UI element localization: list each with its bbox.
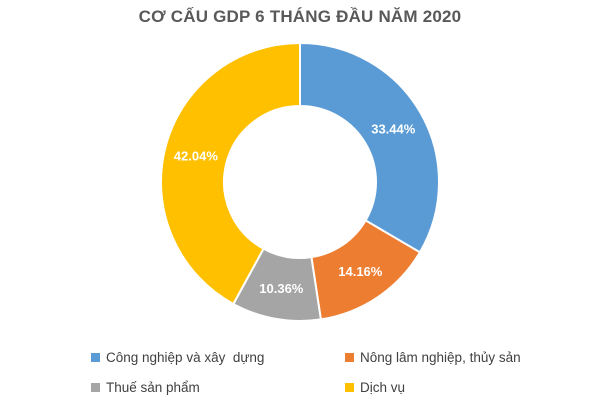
data-label-services: 42.04%: [174, 148, 219, 163]
donut-slice-industry: [299, 41, 440, 254]
data-label-agriculture: 14.16%: [338, 264, 383, 279]
chart-title: CƠ CẤU GDP 6 THÁNG ĐẦU NĂM 2020: [138, 7, 462, 26]
data-label-industry: 33.44%: [371, 122, 416, 137]
data-label-tax: 10.36%: [259, 281, 304, 296]
donut-slice-services: [160, 41, 301, 306]
